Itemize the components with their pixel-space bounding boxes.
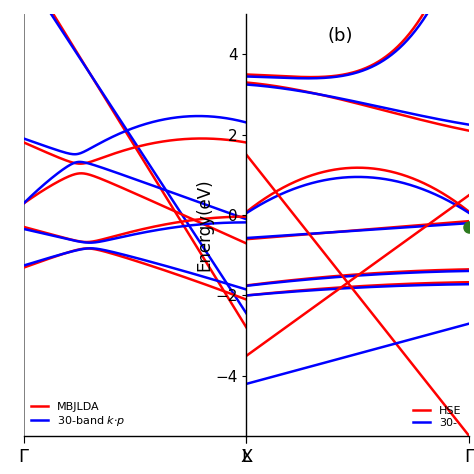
Y-axis label: Energy(eV): Energy(eV) [196, 179, 214, 272]
Text: (b): (b) [328, 27, 353, 45]
Legend: MBJLDA, 30-band $k$$\cdot$$p$: MBJLDA, 30-band $k$$\cdot$$p$ [29, 400, 128, 430]
Legend: HSE, 30-: HSE, 30- [411, 404, 464, 430]
